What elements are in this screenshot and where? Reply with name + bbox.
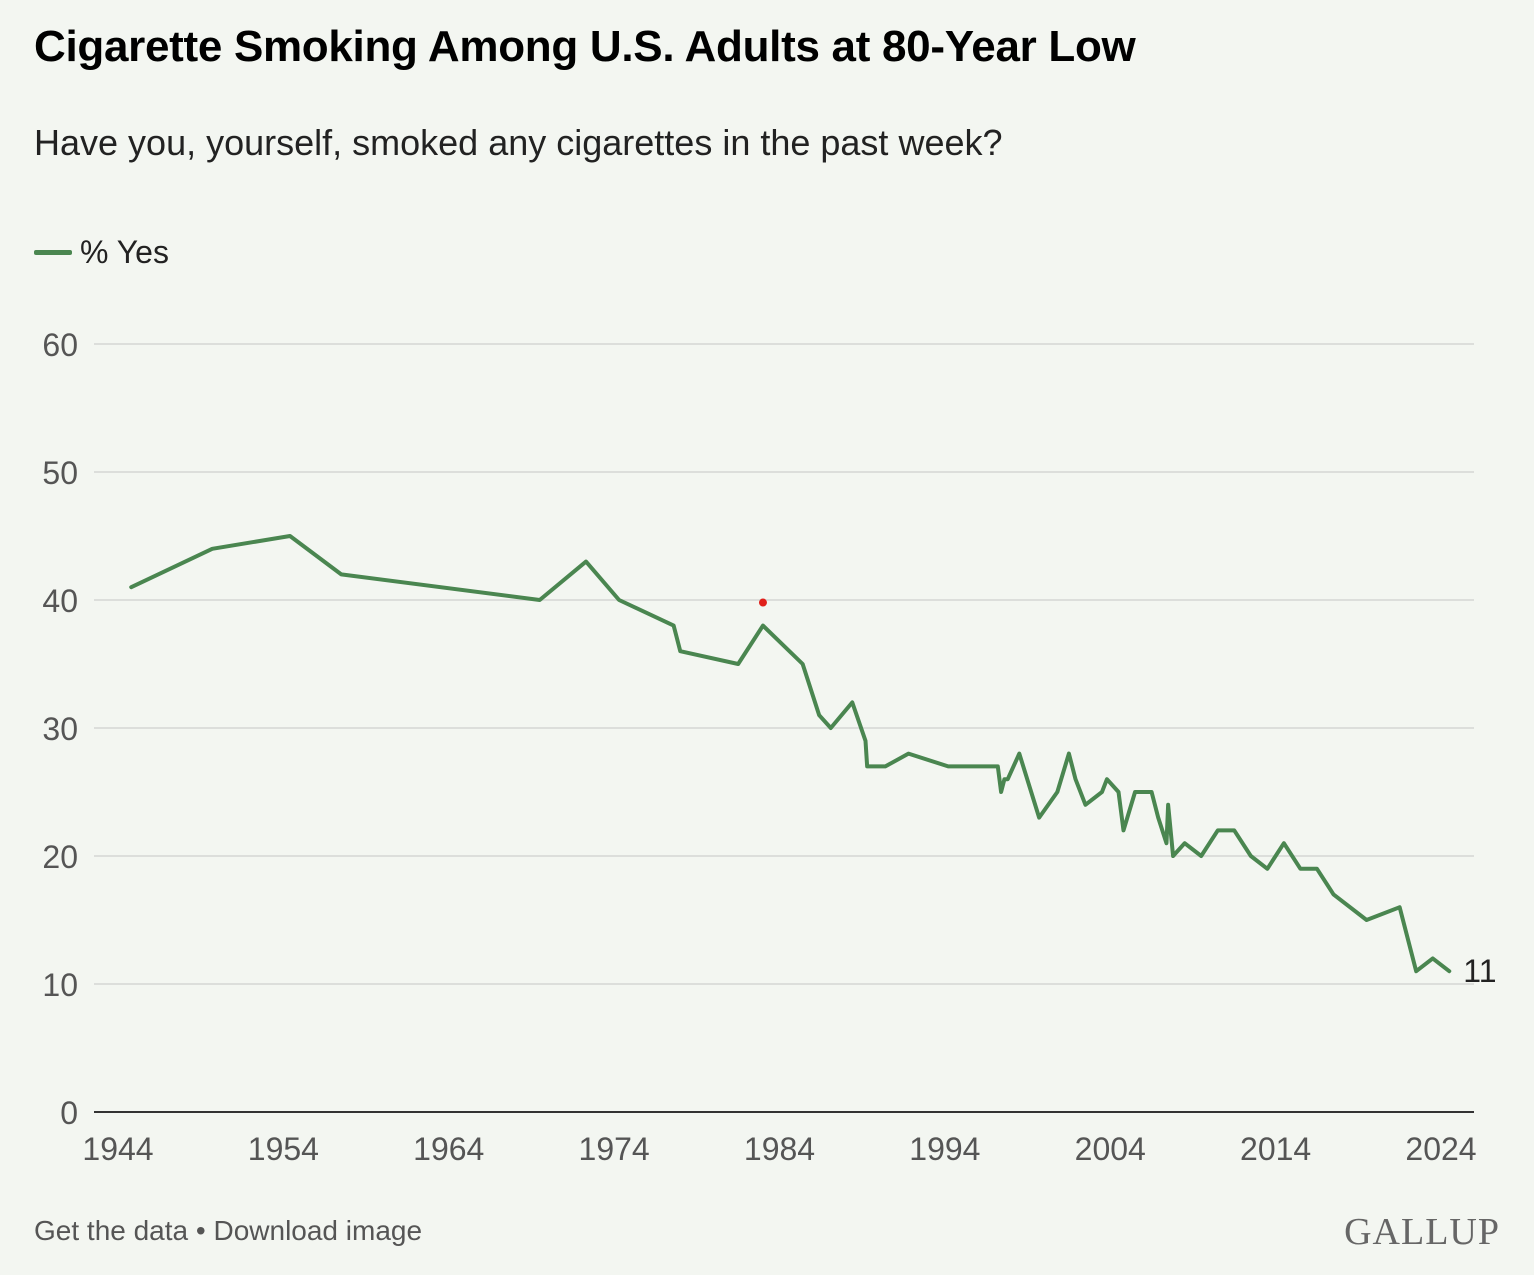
y-tick-label: 0	[60, 1095, 78, 1131]
end-value-label: 11	[1463, 953, 1496, 989]
x-tick-label: 1954	[248, 1131, 319, 1167]
y-tick-label: 20	[42, 839, 78, 875]
x-tick-label: 2024	[1405, 1131, 1476, 1167]
y-tick-label: 40	[42, 583, 78, 619]
x-tick-label: 1994	[909, 1131, 980, 1167]
chart-title: Cigarette Smoking Among U.S. Adults at 8…	[34, 22, 1136, 71]
red-marker-dot	[758, 598, 767, 607]
x-tick-label: 2014	[1240, 1131, 1311, 1167]
legend: % Yes	[34, 234, 169, 271]
x-tick-label: 1984	[744, 1131, 815, 1167]
x-tick-label: 1974	[579, 1131, 650, 1167]
legend-swatch	[34, 250, 72, 255]
download-image-link[interactable]: Download image	[213, 1215, 423, 1246]
x-tick-label: 1964	[413, 1131, 484, 1167]
y-tick-label: 30	[42, 711, 78, 747]
y-tick-label: 60	[42, 327, 78, 363]
y-tick-label: 10	[42, 967, 78, 1003]
get-data-link[interactable]: Get the data	[34, 1215, 189, 1246]
x-tick-label: 1944	[82, 1131, 153, 1167]
legend-label: % Yes	[80, 234, 169, 270]
x-tick-label: 2004	[1075, 1131, 1146, 1167]
gallup-logo: GALLUP	[1344, 1211, 1500, 1253]
footer: Get the data • Download image	[34, 1215, 422, 1247]
footer-separator: •	[188, 1215, 214, 1246]
chart-subtitle: Have you, yourself, smoked any cigarette…	[34, 122, 1003, 163]
series-line	[129, 534, 1452, 974]
y-tick-label: 50	[42, 455, 78, 491]
